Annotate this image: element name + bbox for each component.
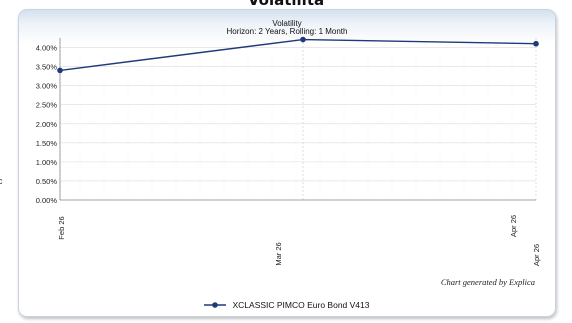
side-text-fragment: c	[0, 176, 3, 186]
chart-subtitle: Horizon: 2 Years, Rolling: 1 Month	[226, 27, 348, 36]
x-tick-label: Mar 26	[274, 242, 283, 265]
data-point	[300, 36, 306, 43]
y-tick-label: 0.00%	[36, 196, 58, 205]
y-tick-label: 2.50%	[36, 101, 58, 110]
series-line	[59, 38, 537, 72]
y-tick-label: 1.50%	[36, 139, 58, 148]
x-tick-label: Feb 26	[57, 216, 66, 239]
y-tick-label: 3.00%	[36, 82, 58, 91]
chart-panel	[18, 9, 556, 317]
y-tick-label: 2.00%	[36, 120, 58, 129]
page-heading: Volatilita	[247, 0, 325, 9]
legend-marker-icon	[204, 302, 227, 308]
x-tick-label: Apr 26	[509, 215, 518, 237]
data-point	[57, 67, 63, 74]
legend-label: XCLASSIC PIMCO Euro Bond V413	[232, 300, 370, 310]
y-tick-label: 4.00%	[36, 44, 58, 53]
y-tick-label: 0.50%	[36, 177, 58, 186]
chart-credit: Chart generated by Explica	[440, 277, 535, 287]
y-tick-label: 3.50%	[36, 63, 58, 72]
data-point	[533, 40, 539, 47]
chart-title: Volatility	[272, 19, 302, 28]
x-tick-label: Apr 26	[532, 244, 541, 266]
y-tick-label: 1.00%	[36, 158, 58, 167]
chart-legend: XCLASSIC PIMCO Euro Bond V413	[18, 300, 556, 310]
